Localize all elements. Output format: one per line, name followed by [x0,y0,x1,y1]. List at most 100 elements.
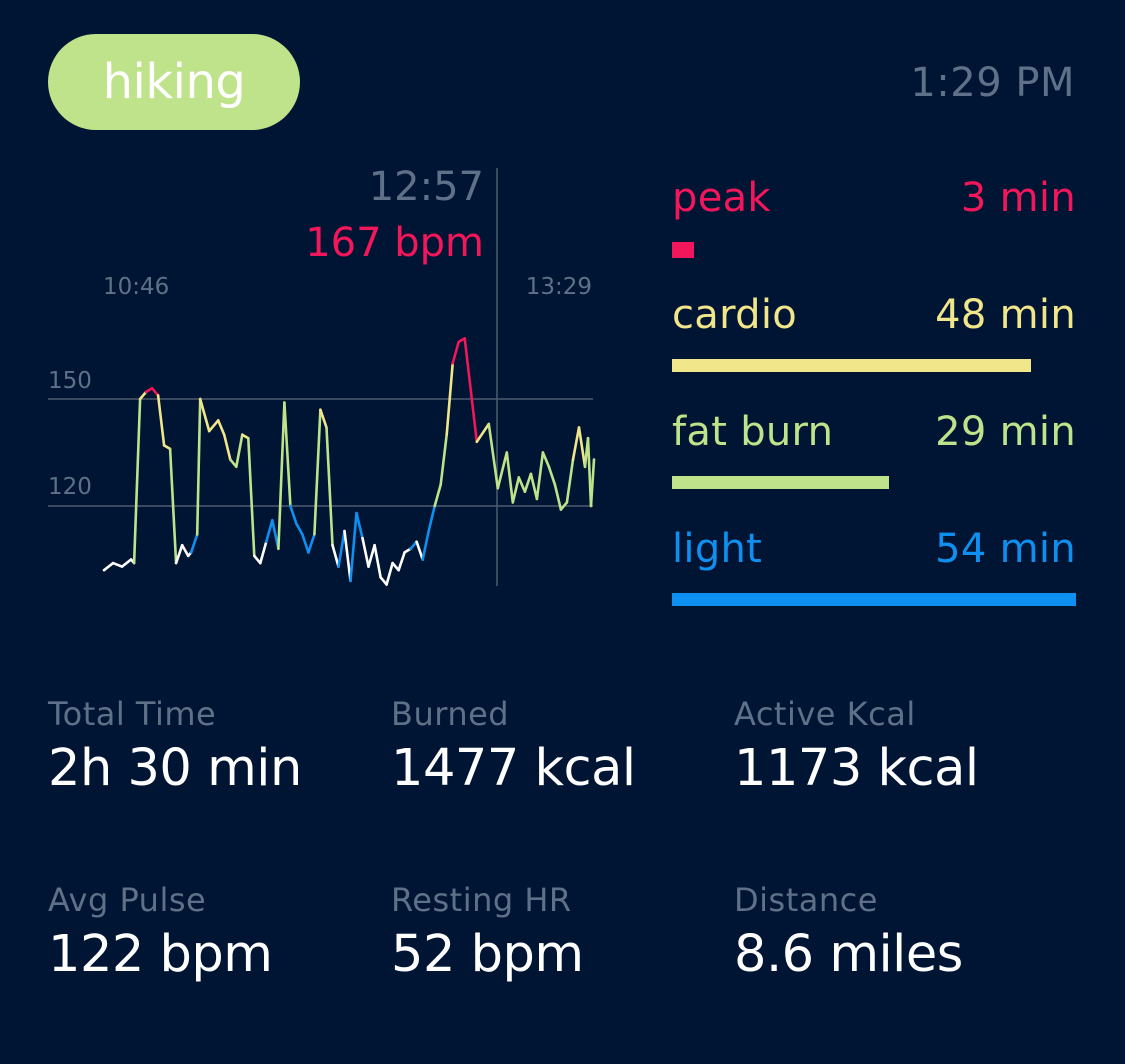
hr-segment [463,337,479,444]
marker-time: 12:57 [369,164,484,210]
hr-segment [247,436,256,558]
hr-segment [216,419,226,437]
hr-segment [367,543,376,568]
activity-badge[interactable]: hiking [48,34,300,130]
stat-active-kcal: Active Kcal 1173 kcal [734,692,1077,878]
stat-value: 1173 kcal [734,739,979,798]
hr-segment [343,529,352,583]
hr-segment [487,422,500,490]
hr-segment [132,397,142,565]
zone-label: fat burn [672,409,834,455]
zone-bar [672,359,1031,372]
hr-segment [331,543,340,568]
hr-segment [361,536,370,568]
stat-total-time: Total Time 2h 30 min [48,692,391,878]
stat-resting-hr: Resting HR 52 bpm [391,878,734,1064]
hr-segment [120,558,133,568]
zone-fat-burn[interactable]: fat burn 29 min [672,404,1076,521]
stat-label: Resting HR [391,881,572,919]
hr-segment [409,540,418,551]
hr-segment [505,451,515,504]
hr-segment [325,426,334,547]
hr-segment [397,551,406,572]
zone-label: cardio [672,292,798,338]
hr-segment [289,504,298,526]
hr-segment [301,533,310,554]
stat-label: Distance [734,881,878,919]
hr-segment [517,476,527,494]
stat-avg-pulse: Avg Pulse 122 bpm [48,878,391,1064]
hr-segment [156,394,166,447]
zone-label: peak [672,175,771,221]
hr-segment [373,543,382,579]
hr-segment [307,533,316,554]
stat-label: Avg Pulse [48,881,207,919]
stat-label: Burned [391,695,510,733]
hr-segment [168,447,178,565]
hr-segment [349,511,358,583]
zone-minutes: 29 min [935,409,1076,455]
hr-segment [337,529,346,568]
hr-segment [553,483,563,511]
stat-label: Active Kcal [734,695,916,733]
hr-segment [264,518,274,544]
hr-segment [189,533,199,554]
stat-label: Total Time [48,695,217,733]
hr-segment [433,483,443,508]
zone-light[interactable]: light 54 min [672,521,1076,638]
hr-segment [496,451,509,490]
y-tick-150: 150 [48,368,92,394]
hr-segment [535,451,545,501]
stat-value: 8.6 miles [734,925,963,984]
hr-segment [415,540,425,561]
hr-segment [451,340,461,365]
hr-segment [174,543,184,565]
hr-segment [523,472,533,494]
hr-segment [511,476,521,504]
stat-value: 122 bpm [48,925,273,984]
hr-segment [283,401,292,508]
hr-segment [111,561,124,568]
stat-value: 1477 kcal [391,739,636,798]
hr-segment [150,387,160,397]
hr-segment [313,408,322,536]
heart-rate-series [102,337,596,586]
hr-segment [571,426,581,461]
hr-segment [385,561,394,586]
zone-cardio[interactable]: cardio 48 min [672,287,1076,404]
zone-bar [672,593,1076,606]
hr-segment [102,561,115,572]
marker-bpm: 167 bpm [305,220,484,266]
hr-segment [541,451,551,469]
zone-minutes: 3 min [960,175,1076,221]
x-end-label: 13:29 [526,274,592,300]
stat-value: 2h 30 min [48,739,302,798]
clock-time: 1:29 PM [910,60,1075,106]
hr-segment [204,419,211,433]
hr-segment [295,522,304,536]
zone-label: light [672,526,763,572]
stat-distance: Distance 8.6 miles [734,878,1077,1064]
zone-minutes: 54 min [935,526,1076,572]
zone-summary: peak 3 min cardio 48 min fat burn 29 min… [672,170,1076,638]
zone-peak[interactable]: peak 3 min [672,170,1076,287]
zone-minutes: 48 min [935,292,1076,338]
hr-segment [421,529,431,561]
hr-segment [439,433,449,486]
hr-segment [207,419,220,433]
hr-segment [427,504,437,533]
heart-rate-chart: 150 120 10:46 13:29 12:57 167 bpm [48,164,596,586]
hr-segment [559,501,569,511]
hr-segment [391,561,400,572]
zone-bar [672,476,889,489]
hr-segment [198,397,208,422]
stats-grid: Total Time 2h 30 min Burned 1477 kcal Ac… [48,692,1088,1064]
hr-segment [319,408,328,429]
hr-segment [475,422,491,444]
hr-segment [277,401,286,551]
hr-segment [180,543,190,558]
hr-segment [589,458,596,508]
hr-segment [235,433,244,469]
hr-segment [355,511,364,540]
hr-segment [138,390,148,401]
